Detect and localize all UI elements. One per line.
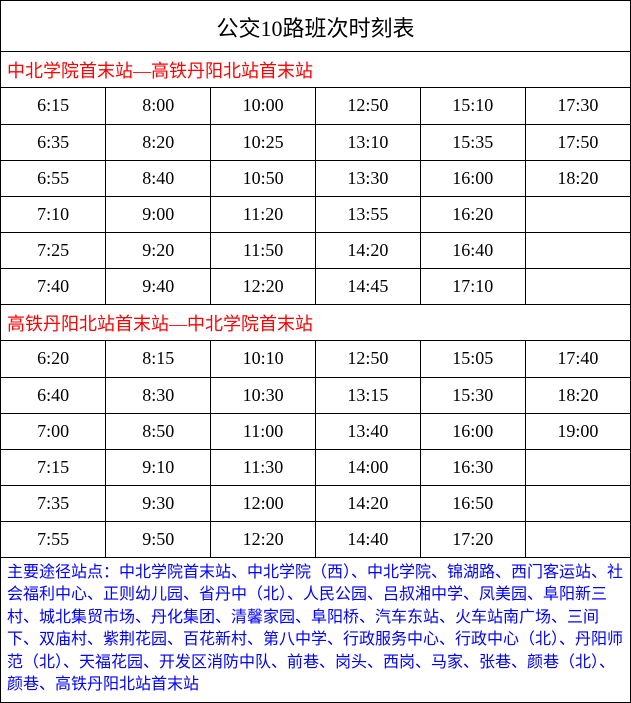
time-cell: 16:40 — [420, 232, 525, 268]
time-cell: 6:35 — [1, 124, 106, 160]
time-cell: 7:55 — [1, 521, 106, 557]
time-cell: 7:25 — [1, 232, 106, 268]
time-cell: 11:00 — [211, 413, 316, 449]
table-row: 7:35 9:30 12:00 14:20 16:50 — [1, 485, 630, 521]
time-cell: 16:20 — [420, 196, 525, 232]
time-cell: 19:00 — [525, 413, 630, 449]
time-cell: 12:20 — [211, 268, 316, 304]
time-cell: 12:20 — [211, 521, 316, 557]
table-row: 7:40 9:40 12:20 14:45 17:10 — [1, 268, 630, 304]
time-cell: 9:20 — [106, 232, 211, 268]
time-cell: 7:15 — [1, 449, 106, 485]
time-cell: 15:05 — [420, 341, 525, 377]
time-cell: 14:20 — [315, 232, 420, 268]
table-row: 6:55 8:40 10:50 13:30 16:00 18:20 — [1, 160, 630, 196]
time-cell: 10:50 — [211, 160, 316, 196]
page-title: 公交10路班次时刻表 — [1, 1, 630, 52]
time-cell: 6:55 — [1, 160, 106, 196]
table-row: 7:15 9:10 11:30 14:00 16:30 — [1, 449, 630, 485]
time-cell — [525, 521, 630, 557]
time-cell — [525, 268, 630, 304]
time-cell: 10:00 — [211, 88, 316, 124]
time-cell: 10:10 — [211, 341, 316, 377]
footer-stops: 主要途径站点：中北学院首末站、中北学院（西）、中北学院、锦湖路、西门客运站、社会… — [1, 557, 630, 702]
time-cell: 7:00 — [1, 413, 106, 449]
time-cell: 6:40 — [1, 377, 106, 413]
time-cell: 14:20 — [315, 485, 420, 521]
time-cell: 14:40 — [315, 521, 420, 557]
time-cell: 16:30 — [420, 449, 525, 485]
time-cell: 7:35 — [1, 485, 106, 521]
time-cell: 12:50 — [315, 88, 420, 124]
time-cell: 13:55 — [315, 196, 420, 232]
time-cell: 14:45 — [315, 268, 420, 304]
time-cell: 16:00 — [420, 413, 525, 449]
time-cell: 13:15 — [315, 377, 420, 413]
time-cell: 6:15 — [1, 88, 106, 124]
time-cell: 10:30 — [211, 377, 316, 413]
time-cell: 17:30 — [525, 88, 630, 124]
table-row: 6:40 8:30 10:30 13:15 15:30 18:20 — [1, 377, 630, 413]
time-cell: 12:50 — [315, 341, 420, 377]
time-cell: 6:20 — [1, 341, 106, 377]
time-cell: 13:30 — [315, 160, 420, 196]
table-row: 7:10 9:00 11:20 13:55 16:20 — [1, 196, 630, 232]
table-row: 7:55 9:50 12:20 14:40 17:20 — [1, 521, 630, 557]
time-cell — [525, 485, 630, 521]
time-cell: 10:25 — [211, 124, 316, 160]
table-row: 7:00 8:50 11:00 13:40 16:00 19:00 — [1, 413, 630, 449]
time-cell: 13:40 — [315, 413, 420, 449]
time-cell — [525, 232, 630, 268]
time-cell: 17:10 — [420, 268, 525, 304]
time-cell: 11:20 — [211, 196, 316, 232]
time-cell: 13:10 — [315, 124, 420, 160]
time-cell: 8:20 — [106, 124, 211, 160]
time-cell: 16:00 — [420, 160, 525, 196]
time-cell: 9:10 — [106, 449, 211, 485]
time-cell: 16:50 — [420, 485, 525, 521]
time-cell — [525, 196, 630, 232]
section-header-0: 中北学院首末站—高铁丹阳北站首末站 — [1, 52, 630, 88]
time-cell: 18:20 — [525, 377, 630, 413]
time-cell: 14:00 — [315, 449, 420, 485]
time-cell: 9:30 — [106, 485, 211, 521]
time-cell: 9:50 — [106, 521, 211, 557]
time-cell: 8:40 — [106, 160, 211, 196]
table-row: 6:20 8:15 10:10 12:50 15:05 17:40 — [1, 341, 630, 377]
time-cell: 17:20 — [420, 521, 525, 557]
table-row: 6:35 8:20 10:25 13:10 15:35 17:50 — [1, 124, 630, 160]
time-cell — [525, 449, 630, 485]
time-cell: 7:10 — [1, 196, 106, 232]
time-cell: 15:30 — [420, 377, 525, 413]
time-cell: 12:00 — [211, 485, 316, 521]
time-cell: 8:50 — [106, 413, 211, 449]
time-cell: 17:40 — [525, 341, 630, 377]
time-cell: 15:10 — [420, 88, 525, 124]
timetable-container: 公交10路班次时刻表 中北学院首末站—高铁丹阳北站首末站 6:15 8:00 1… — [0, 0, 631, 703]
time-cell: 11:50 — [211, 232, 316, 268]
time-cell: 8:00 — [106, 88, 211, 124]
time-cell: 8:30 — [106, 377, 211, 413]
time-cell: 9:00 — [106, 196, 211, 232]
time-cell: 17:50 — [525, 124, 630, 160]
table-row: 7:25 9:20 11:50 14:20 16:40 — [1, 232, 630, 268]
section-header-1: 高铁丹阳北站首末站—中北学院首末站 — [1, 304, 630, 341]
time-cell: 8:15 — [106, 341, 211, 377]
time-cell: 9:40 — [106, 268, 211, 304]
table-row: 6:15 8:00 10:00 12:50 15:10 17:30 — [1, 88, 630, 124]
time-cell: 15:35 — [420, 124, 525, 160]
time-cell: 11:30 — [211, 449, 316, 485]
time-table-0: 6:15 8:00 10:00 12:50 15:10 17:30 6:35 8… — [1, 88, 630, 304]
time-cell: 7:40 — [1, 268, 106, 304]
time-table-1: 6:20 8:15 10:10 12:50 15:05 17:40 6:40 8… — [1, 341, 630, 557]
time-cell: 18:20 — [525, 160, 630, 196]
